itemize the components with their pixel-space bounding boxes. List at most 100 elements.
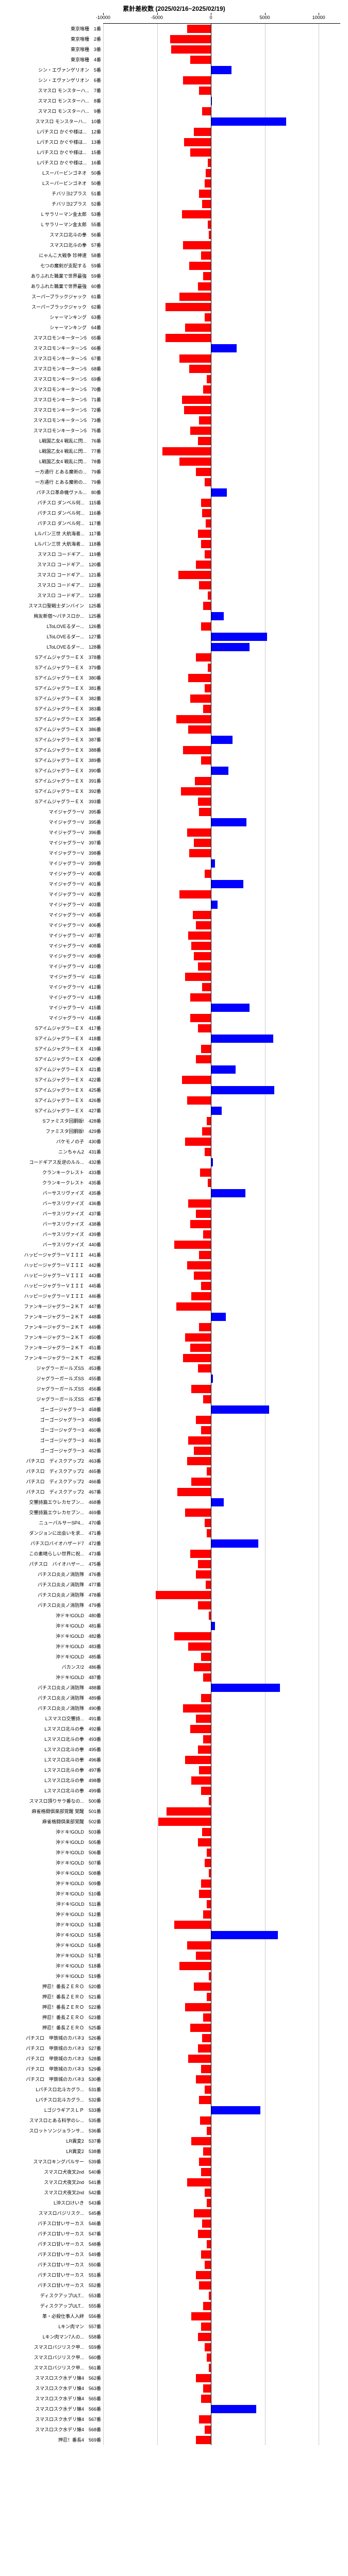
bar-row: コードギアス反逆のルル... 432番 [103,1157,340,1167]
bar [185,324,211,332]
bar [194,1272,211,1280]
row-label: パチスロ炎炎ノ消防隊 476番 [0,1569,101,1580]
bar-row: スマスロスク水デリ嬢4 568番 [103,2425,340,2435]
row-label: 東京喰種 3番 [0,44,101,55]
bar-row: バーサスリヴァイズ 437番 [103,1209,340,1219]
bar [205,313,211,321]
bar [201,1426,211,1434]
bar [208,664,211,672]
bar-row: Lキン肉マン 557番 [103,2321,340,2332]
bar-row: スマスロ犬夜叉2nd 541番 [103,2177,340,2188]
bar-row: Lスマスロ北斗の拳 497番 [103,1765,340,1775]
bar-row: パチスロ炎炎ノ消防隊 476番 [103,1569,340,1580]
bar [209,1797,211,1805]
bar [198,2044,211,2053]
bar-row: Lルパン三世 大航海者... 118番 [103,539,340,549]
bar-row: パチスロ炎炎ノ消防隊 488番 [103,1683,340,1693]
row-label: SアイムジャグラーＥＸ 383番 [0,704,101,714]
bar [198,1024,211,1032]
bar [188,674,211,682]
row-label: シン・エヴァンゲリオン 5番 [0,65,101,75]
bar-row: パチスロ ディスクアップ2 465番 [103,1466,340,1477]
bar [190,993,211,1002]
bar-row: 麻雀格闘倶楽部覚醒 覚醒 501番 [103,1806,340,1817]
bar [207,2353,211,2362]
bar [179,890,211,899]
bar-row: スマスロバジリスク甲... 559番 [103,2342,340,2352]
row-label: スマスロモンキーターン5 72番 [0,405,101,415]
row-label: パチスロ 甲鉄城のカバネ3 528番 [0,2054,101,2064]
row-label: ジャグラーガールズSS 453番 [0,1363,101,1374]
bar [203,1910,211,1919]
row-label: 押忍！番長4 569番 [0,2435,101,2445]
bar [208,591,211,600]
row-label: マイジャグラーV 409番 [0,951,101,961]
x-axis-labels: -10000-50000500010000 [103,15,340,23]
bar-row: スマスロモンキーターン5 68番 [103,364,340,374]
bar [196,1416,211,1424]
bar-row: LR異変2 537番 [103,2136,340,2146]
bar-row: SアイムジャグラーＥＸ 392番 [103,786,340,796]
bar-row: バカンス!2 486番 [103,1662,340,1672]
bar-row: ハッピージャグラーＶＩＩＩ 441番 [103,1250,340,1260]
bar-row: スマスロ モンスターハ... 8番 [103,96,340,106]
bar-row: スロットソンジョランサ... 536番 [103,2126,340,2136]
bar-row: スマスロモンキーターン5 67番 [103,353,340,364]
bar [194,2209,211,2217]
bar-row: ハッピージャグラーＶＩＩＩ 446番 [103,1291,340,1301]
row-label: Lスマスロ北斗の拳 492番 [0,1724,101,1734]
bar [191,2312,211,2320]
bar [211,1684,280,1692]
bar [187,1457,211,1465]
row-label: L沖スロけいき 543番 [0,2198,101,2208]
row-label: スマスロモンキーターン5 67番 [0,353,101,364]
bar-row: パチスロバイオハザード7 472番 [103,1538,340,1549]
bar-row: SアイムジャグラーＥＸ 387番 [103,735,340,745]
bar [211,1158,213,1166]
bar-row: ダンジョンに出会いを求... 471番 [103,1528,340,1538]
bar [198,1601,211,1609]
bar-row: Lパチスロ北斗カグラ... 532番 [103,2095,340,2105]
bar [208,159,211,167]
row-label: バーサスリヴァイズ 436番 [0,1198,101,1209]
row-label: SアイムジャグラーＥＸ 387番 [0,735,101,745]
bar-row: 沖ドキ!GOLD 503番 [103,1827,340,1837]
bar-row: スマスロスク水デリ嬢4 566番 [103,2404,340,2414]
bar [211,2405,256,2413]
row-label: 沖ドキ!GOLD 508番 [0,1868,101,1878]
bar [183,746,211,754]
bar-row: にゃんこ大戦争 珍神速 58番 [103,250,340,261]
bar-row: スマスロ北斗の拳 56番 [103,230,340,240]
bar-row: ゴーゴージャグラー3 461番 [103,1435,340,1446]
bar [185,1138,211,1146]
row-label: 沖ドキ!GOLD 481番 [0,1621,101,1631]
bar-row: スマスロスク水デリ嬢4 567番 [103,2414,340,2425]
bar-row: ニンちゃん2 431番 [103,1147,340,1157]
bar [179,354,211,363]
bar [187,1941,211,1950]
bar-row: ファンキージャグラー２ＫＴ 451番 [103,1343,340,1353]
row-label: スマスロ犬夜叉2nd 540番 [0,2167,101,2177]
bar [211,1375,213,1383]
row-label: バーサスリヴァイズ 440番 [0,1240,101,1250]
bar [206,169,211,177]
bar [190,2024,211,2032]
bar-row: Lスーパービンゴネオ 50番 [103,168,340,178]
row-label: パチスロ ディスクアップ2 465番 [0,1466,101,1477]
bar-row: スマスロ頂りサラ番なの... 500番 [103,1796,340,1806]
bar [182,1076,211,1084]
row-label: マイジャグラーV 410番 [0,961,101,972]
bar [201,2395,211,2403]
row-label: ゴーゴージャグラー3 462番 [0,1446,101,1456]
row-label: 麻雀格闘倶楽部覚醒 覚醒 501番 [0,1806,101,1817]
bar [205,2086,211,2094]
row-label: パチスロ ダンベル何... 116番 [0,508,101,518]
bar [187,1096,211,1105]
row-label: パチスロ甘いサーカス 547番 [0,2229,101,2239]
bar [196,2271,211,2279]
row-label: SアイムジャグラーＥＸ 380番 [0,673,101,683]
bar [196,468,211,476]
bar [199,190,211,198]
bar [205,1519,211,1527]
bar-row: マイジャグラーV 408番 [103,941,340,951]
